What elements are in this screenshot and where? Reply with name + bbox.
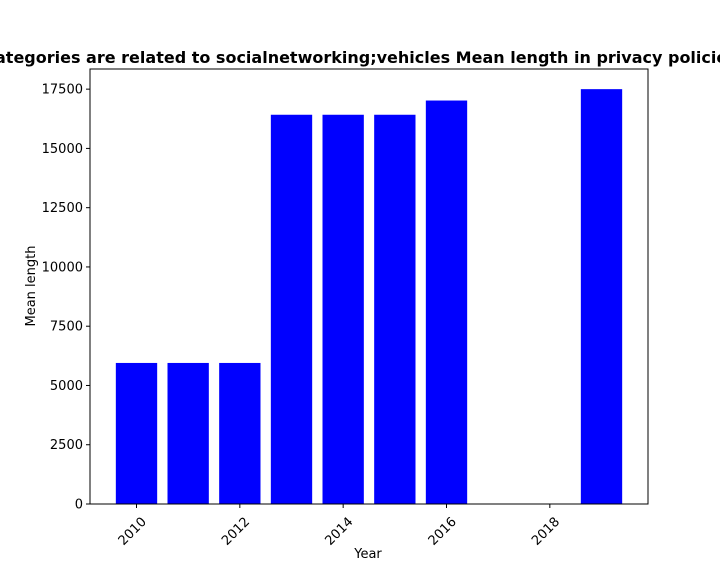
x-tick-label: 2016 <box>426 515 460 549</box>
y-tick-label: 15000 <box>42 142 83 157</box>
y-tick-label: 12500 <box>42 201 83 216</box>
bar-2014 <box>322 114 364 504</box>
y-tick-label: 0 <box>75 498 83 513</box>
x-axis-title: Year <box>353 547 382 562</box>
y-tick-label: 7500 <box>50 320 83 335</box>
y-tick-label: 2500 <box>50 438 83 453</box>
y-tick-label: 5000 <box>50 379 83 394</box>
bars-group <box>115 89 623 504</box>
bar-2011 <box>167 362 209 504</box>
bar-2013 <box>270 114 313 504</box>
bar-2016 <box>425 100 468 504</box>
y-tick-label: 10000 <box>42 260 83 275</box>
bar-2012 <box>219 362 261 504</box>
x-tick-label: 2010 <box>116 515 150 549</box>
bar-2010 <box>115 362 158 504</box>
x-axis: 2010 2012 2014 2016 2018 <box>116 504 563 549</box>
x-tick-label: 2014 <box>322 515 356 549</box>
x-tick-label: 2012 <box>219 515 253 549</box>
plot-frame <box>89 68 649 505</box>
bar-2015 <box>374 114 416 504</box>
y-tick-label: 17500 <box>42 83 83 98</box>
bar-2019 <box>580 89 623 504</box>
chart-title: Categories are related to socialnetworki… <box>0 48 720 67</box>
x-tick-label: 2018 <box>529 515 563 549</box>
y-axis: 0 2500 5000 7500 10000 12500 15000 17500 <box>42 83 90 513</box>
y-axis-title: Mean length <box>24 246 39 327</box>
